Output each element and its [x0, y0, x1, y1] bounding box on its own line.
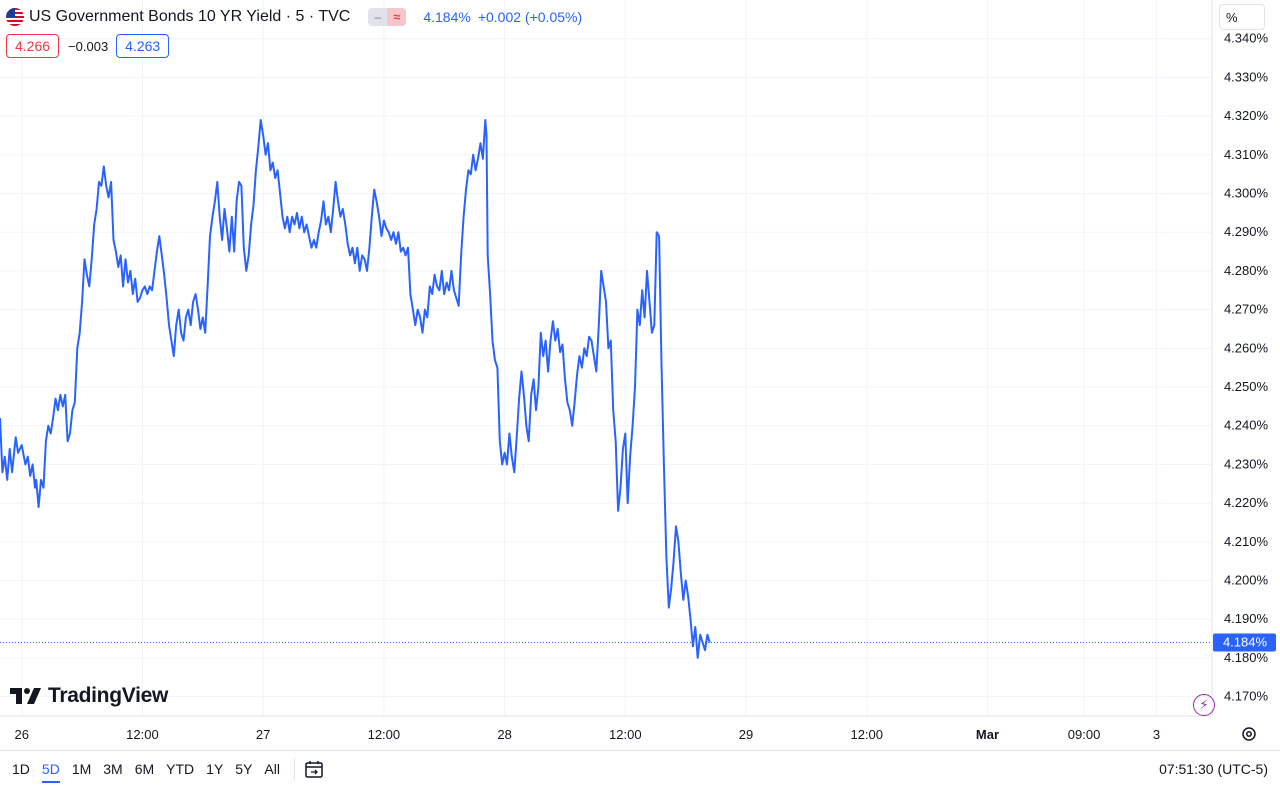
- x-tick-label: 12:00: [609, 727, 642, 742]
- us-flag-icon: [6, 8, 24, 26]
- tradingview-logo-icon: [10, 688, 41, 704]
- y-tick-label: 4.220%: [1224, 495, 1269, 510]
- last-price-label-group: 4.184%: [1213, 633, 1276, 652]
- y-tick-label: 4.300%: [1224, 186, 1269, 201]
- range-1y[interactable]: 1Y: [206, 761, 224, 777]
- legend-pill[interactable]: – ≈: [368, 8, 407, 26]
- range-selector: 1D 5D 1M 3M 6M YTD 1Y 5Y All: [6, 751, 325, 787]
- y-tick-label: 4.230%: [1224, 456, 1269, 471]
- x-tick-label: 27: [256, 727, 270, 742]
- range-1d[interactable]: 1D: [12, 761, 30, 777]
- bid-price[interactable]: 4.266: [6, 34, 60, 58]
- range-3m[interactable]: 3M: [103, 761, 123, 777]
- y-tick-label: 4.180%: [1224, 650, 1269, 665]
- y-tick-label: 4.260%: [1224, 340, 1269, 355]
- gear-icon: [1242, 727, 1256, 741]
- x-tick-label: Mar: [976, 727, 999, 742]
- chart-legend: US Government Bonds 10 YR Yield · 5 · TV…: [6, 6, 582, 28]
- toolbar-divider: [293, 758, 295, 780]
- ask-price[interactable]: 4.263: [116, 34, 170, 58]
- y-tick-label: 4.330%: [1224, 69, 1269, 84]
- y-tick-label: 4.280%: [1224, 263, 1269, 278]
- x-tick-label: 09:00: [1068, 727, 1101, 742]
- y-tick-label: 4.170%: [1224, 689, 1269, 704]
- yield-series: [0, 119, 711, 659]
- price-chart[interactable]: 4.340% 4.330% 4.320% 4.310% 4.300% 4.290% 4.28…: [0, 0, 1280, 750]
- time-axis[interactable]: 26 12:00 27 12:00 28 12:00 29 12:00 Mar 09:00 3: [14, 727, 1160, 742]
- x-tick-label: 12:00: [368, 727, 401, 742]
- last-price-label: 4.184%: [1223, 634, 1268, 649]
- x-tick-label: 28: [497, 727, 511, 742]
- y-tick-label: 4.240%: [1224, 418, 1269, 433]
- range-6m[interactable]: 6M: [134, 761, 155, 777]
- range-5y[interactable]: 5Y: [235, 761, 253, 777]
- tradingview-logo[interactable]: TradingView: [10, 684, 168, 708]
- approx-icon[interactable]: ≈: [387, 8, 407, 26]
- range-1m[interactable]: 1M: [71, 761, 92, 777]
- x-tick-label: 12:00: [850, 727, 883, 742]
- last-price-badge: [1213, 633, 1276, 652]
- last-value: 4.184%: [423, 9, 471, 25]
- bottom-toolbar: 1D 5D 1M 3M 6M YTD 1Y 5Y All 07:51:30 (U…: [0, 750, 1280, 786]
- chart-grid: [0, 0, 1212, 716]
- change-value: +0.002 (+0.05%): [477, 9, 583, 25]
- y-tick-label: 4.250%: [1224, 379, 1269, 394]
- y-tick-label: 4.340%: [1224, 31, 1269, 46]
- x-tick-label: 12:00: [126, 727, 159, 742]
- y-tick-label: 4.310%: [1224, 147, 1269, 162]
- price-axis[interactable]: 4.340% 4.330% 4.320% 4.310% 4.300% 4.290% 4.28…: [1224, 31, 1269, 704]
- range-5d[interactable]: 5D: [36, 751, 66, 787]
- y-tick-label: 4.190%: [1224, 611, 1269, 626]
- symbol-title[interactable]: US Government Bonds 10 YR Yield · 5 · TV…: [29, 8, 351, 25]
- unit-selector[interactable]: %: [1219, 4, 1265, 30]
- y-tick-label: 4.270%: [1224, 302, 1269, 317]
- clock-timezone[interactable]: 07:51:30 (UTC-5): [1159, 761, 1268, 777]
- x-tick-label: 26: [14, 727, 28, 742]
- spread-value: −0.003: [68, 38, 109, 54]
- minus-icon[interactable]: –: [368, 8, 388, 26]
- brand-name: TradingView: [48, 684, 169, 707]
- y-tick-label: 4.290%: [1224, 224, 1269, 239]
- lightning-icon[interactable]: ⚡: [1193, 694, 1215, 716]
- quote-row: 4.266 −0.003 4.263: [6, 34, 170, 58]
- range-ytd[interactable]: YTD: [166, 761, 195, 777]
- y-tick-label: 4.200%: [1224, 573, 1269, 588]
- series-line: [0, 119, 711, 659]
- y-tick-label: 4.320%: [1224, 108, 1269, 123]
- calendar-range-icon[interactable]: [303, 758, 325, 780]
- settings-icon[interactable]: [1239, 725, 1259, 745]
- x-tick-label: 29: [739, 727, 753, 742]
- range-all[interactable]: All: [264, 761, 280, 777]
- y-tick-label: 4.210%: [1224, 534, 1269, 549]
- x-tick-label: 3: [1153, 727, 1160, 742]
